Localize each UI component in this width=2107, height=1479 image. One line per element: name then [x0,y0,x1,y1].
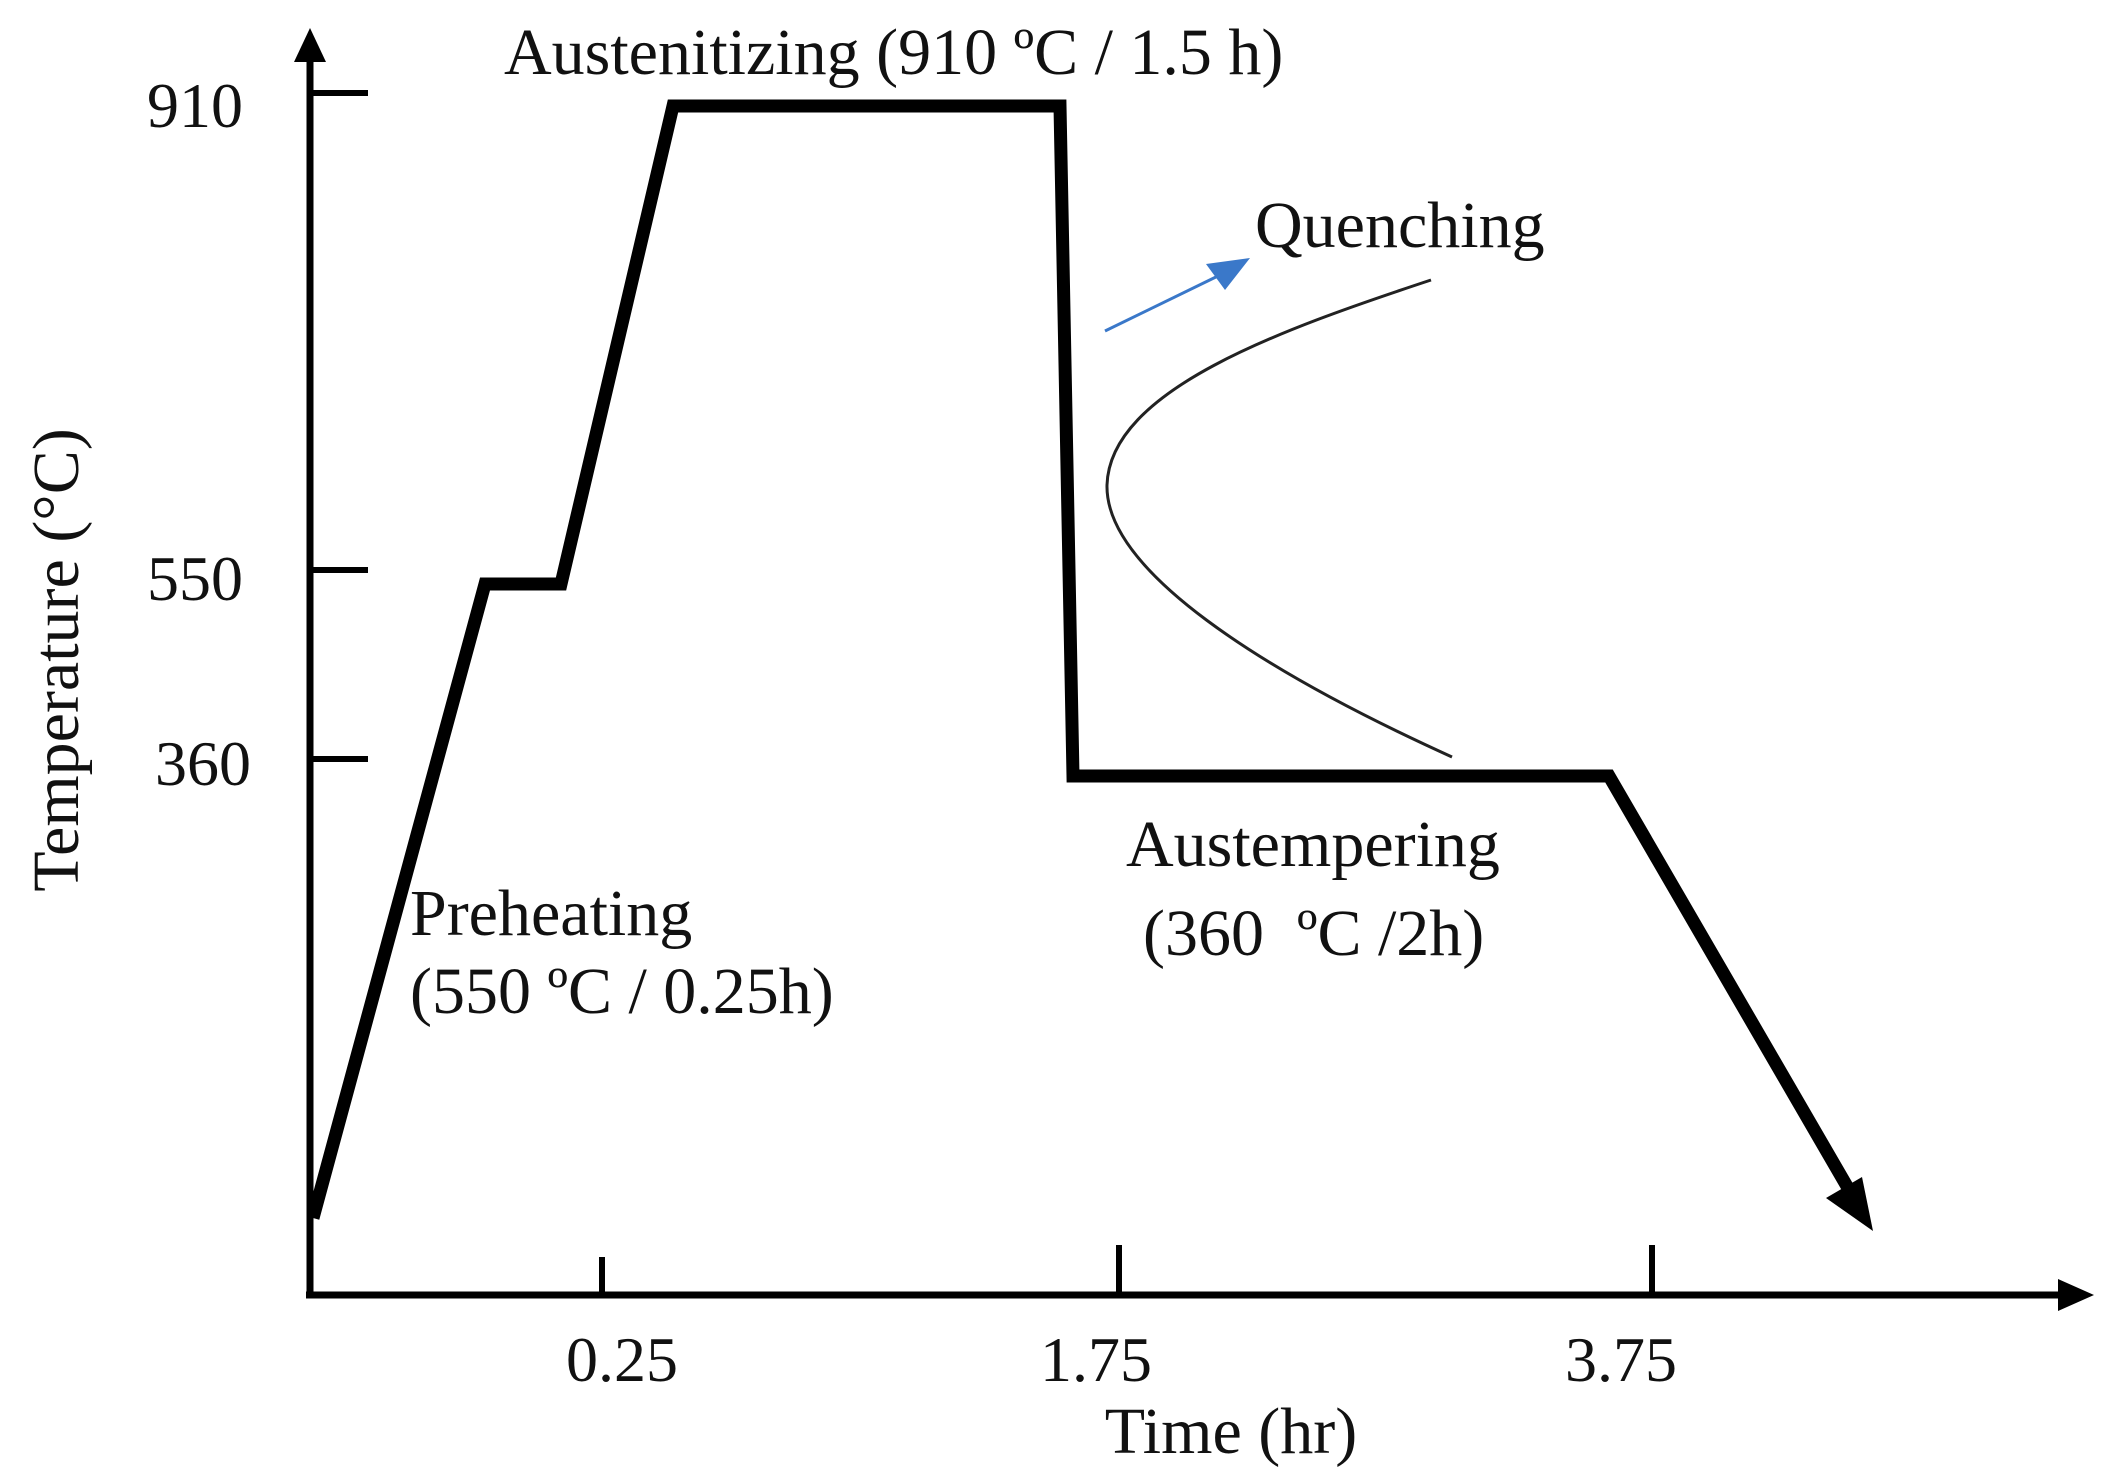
austempering-detail-label: (360 ºC /2h) [1143,897,1484,970]
x-tick-label-0.25: 0.25 [566,1324,678,1395]
austenitizing-label: Austenitizing (910 ºC / 1.5 h) [504,16,1283,89]
quench-arrowhead [1206,258,1250,290]
x-tick-label-3.75: 3.75 [1565,1324,1677,1395]
y-ticks: 910 550 360 [147,70,368,799]
y-tick-label-550: 550 [147,543,243,614]
x-axis-arrowhead [2058,1279,2094,1311]
cooling-arrowhead [1826,1177,1873,1231]
x-ticks: 0.25 1.75 3.75 [566,1245,1677,1395]
quench-arrow [1104,273,1221,333]
x-tick-label-1.75: 1.75 [1040,1324,1152,1395]
y-axis-arrowhead [294,28,326,62]
y-tick-label-360: 360 [155,728,251,799]
y-tick-label-910: 910 [147,70,243,141]
heat-treatment-curve [306,99,1865,1220]
axes [294,28,2094,1311]
austempering-label: Austempering [1126,808,1500,881]
x-axis-label: Time (hr) [1105,1395,1357,1468]
preheating-label: Preheating [410,877,692,950]
transformation-nose-curve [1105,278,1453,759]
preheating-detail-label: (550 ºC / 0.25h) [410,955,834,1028]
quenching-label: Quenching [1255,189,1545,262]
y-axis-label: Temperature (°C) [20,428,93,891]
